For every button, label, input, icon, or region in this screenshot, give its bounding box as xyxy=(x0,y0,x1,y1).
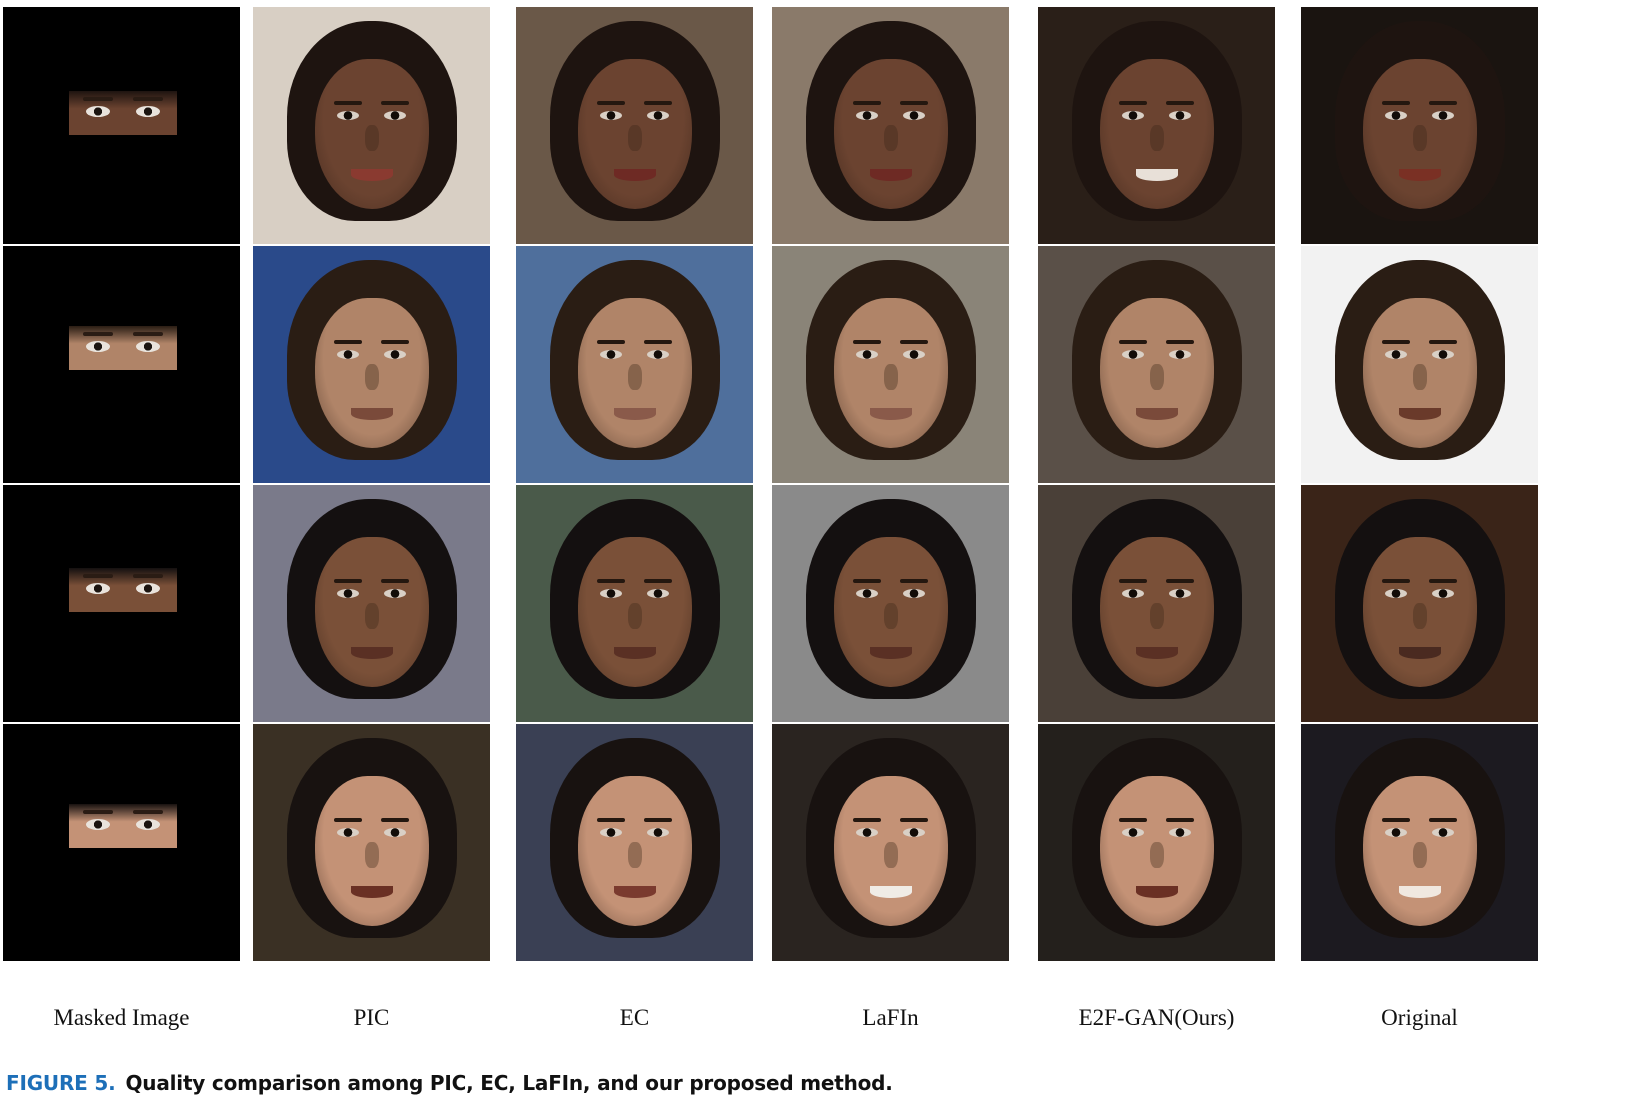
masked-image-tile xyxy=(3,724,240,961)
figure-caption: FIGURE 5. Quality comparison among PIC, E… xyxy=(6,1071,893,1095)
face-result-tile xyxy=(516,485,753,722)
face-result-tile xyxy=(772,7,1009,244)
masked-image-tile xyxy=(3,246,240,483)
face-result-tile xyxy=(1038,724,1275,961)
column-label: EC xyxy=(619,1005,650,1030)
column-label: PIC xyxy=(353,1005,390,1030)
face-result-tile xyxy=(772,724,1009,961)
figure-number: FIGURE 5. xyxy=(6,1071,116,1095)
column-label: Masked Image xyxy=(53,1005,190,1030)
face-result-tile xyxy=(253,7,490,244)
face-result-tile xyxy=(516,7,753,244)
column-label: E2F-GAN(Ours) xyxy=(1078,1005,1235,1030)
visible-eye-region xyxy=(69,804,177,848)
face-result-tile xyxy=(1301,7,1538,244)
face-result-tile xyxy=(1301,724,1538,961)
face-result-tile xyxy=(1301,485,1538,722)
face-result-tile xyxy=(253,485,490,722)
face-result-tile xyxy=(1038,485,1275,722)
face-result-tile xyxy=(516,724,753,961)
face-result-tile xyxy=(1038,246,1275,483)
face-result-tile xyxy=(516,246,753,483)
face-result-tile xyxy=(1038,7,1275,244)
column-label: LaFIn xyxy=(862,1005,919,1030)
face-result-tile xyxy=(253,246,490,483)
masked-image-tile xyxy=(3,7,240,244)
face-result-tile xyxy=(772,246,1009,483)
visible-eye-region xyxy=(69,568,177,612)
column-label: Original xyxy=(1381,1005,1458,1030)
face-result-tile xyxy=(772,485,1009,722)
face-result-tile xyxy=(253,724,490,961)
masked-image-tile xyxy=(3,485,240,722)
caption-text: Quality comparison among PIC, EC, LaFIn,… xyxy=(125,1071,893,1095)
visible-eye-region xyxy=(69,326,177,370)
visible-eye-region xyxy=(69,91,177,135)
face-result-tile xyxy=(1301,246,1538,483)
